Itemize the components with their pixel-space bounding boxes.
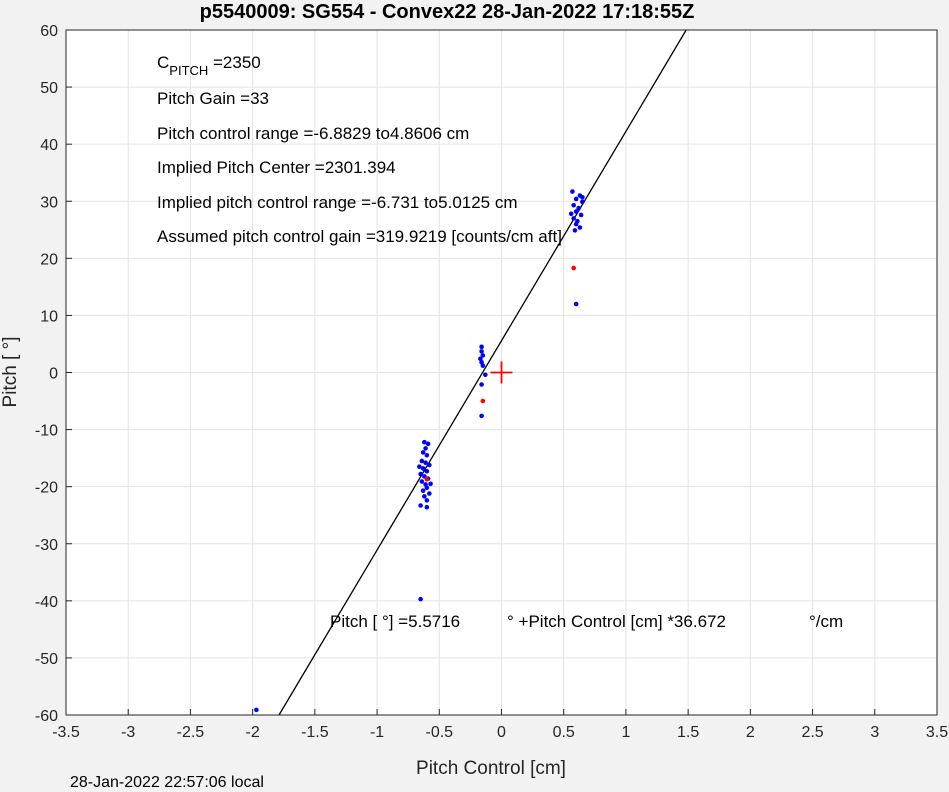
data-point bbox=[425, 441, 431, 447]
data-point bbox=[418, 503, 423, 508]
data-point bbox=[479, 382, 484, 387]
data-point bbox=[479, 413, 484, 419]
data-points bbox=[254, 189, 585, 713]
y-tick-label: 60 bbox=[40, 23, 58, 40]
data-point bbox=[576, 205, 581, 211]
y-tick-label: 10 bbox=[40, 308, 58, 325]
data-point bbox=[479, 344, 484, 350]
data-point bbox=[417, 464, 422, 469]
x-tick-label: 0.5 bbox=[553, 724, 575, 741]
data-point bbox=[427, 462, 432, 468]
y-tick-label: 0 bbox=[49, 366, 58, 383]
x-tick-label: 3.5 bbox=[926, 724, 948, 741]
implied-center-label: Implied Pitch Center =2301.394 bbox=[157, 158, 396, 177]
data-point bbox=[424, 452, 430, 458]
data-point bbox=[578, 212, 584, 218]
data-point bbox=[422, 494, 427, 499]
data-point bbox=[419, 458, 425, 464]
data-point bbox=[580, 199, 585, 205]
y-tick-label: -60 bbox=[35, 708, 58, 725]
data-point bbox=[423, 446, 428, 451]
data-point bbox=[424, 498, 430, 503]
x-tick-label: -0.5 bbox=[425, 724, 453, 741]
outlier-point bbox=[424, 476, 430, 482]
x-tick-label: -1.5 bbox=[301, 724, 329, 741]
y-tick-label: 50 bbox=[40, 80, 58, 97]
fit-equation-part1: Pitch [ °] =5.5716 bbox=[330, 612, 460, 631]
x-tick-label: 3 bbox=[870, 724, 879, 741]
pitch-gain-label: Pitch Gain =33 bbox=[157, 89, 269, 108]
x-tick-label: 2.5 bbox=[801, 724, 823, 741]
data-point bbox=[573, 196, 579, 202]
y-tick-label: -50 bbox=[35, 651, 58, 668]
x-ticks: -3.5 -3 -2.5 -2 -1.5 -1 -0.5 0 0.5 1 1.5 2 2.5 3 3.5 bbox=[52, 709, 948, 741]
x-tick-label: 0 bbox=[497, 724, 506, 741]
chart-title: p5540009: SG554 - Convex22 28-Jan-2022 1… bbox=[200, 1, 695, 23]
y-tick-label: -20 bbox=[35, 480, 58, 497]
x-axis-label: Pitch Control [cm] bbox=[416, 758, 566, 779]
data-point bbox=[571, 202, 576, 208]
c-pitch-label: CPITCH =2350 bbox=[157, 53, 261, 78]
data-point bbox=[428, 481, 433, 487]
data-point bbox=[572, 228, 578, 233]
data-point bbox=[573, 221, 579, 227]
data-point bbox=[427, 491, 432, 496]
fit-line bbox=[278, 29, 687, 716]
y-tick-label: -40 bbox=[35, 594, 58, 611]
data-point bbox=[570, 189, 575, 194]
data-point bbox=[480, 363, 486, 368]
data-point bbox=[424, 485, 430, 491]
local-timestamp: 28-Jan-2022 22:57:06 local bbox=[70, 774, 264, 791]
data-point bbox=[422, 439, 427, 445]
x-tick-label: -3 bbox=[121, 724, 135, 741]
outlier-point bbox=[480, 398, 486, 404]
outlier-point bbox=[571, 265, 576, 271]
data-point bbox=[420, 488, 426, 493]
assumed-gain-label: Assumed pitch control gain =319.9219 [co… bbox=[157, 227, 562, 246]
data-point bbox=[480, 353, 486, 358]
fit-line-segment bbox=[278, 29, 687, 716]
control-range-label: Pitch control range =-6.8829 to4.8606 cm bbox=[157, 124, 469, 143]
data-point bbox=[420, 450, 426, 455]
data-point bbox=[571, 216, 576, 221]
fit-equation-part3: °/cm bbox=[809, 612, 843, 631]
y-tick-label: 30 bbox=[40, 194, 58, 211]
x-tick-label: 1.5 bbox=[677, 724, 699, 741]
x-tick-label: 1 bbox=[621, 724, 630, 741]
x-tick-label: 2 bbox=[746, 724, 755, 741]
data-point bbox=[573, 301, 579, 307]
x-tick-label: -1 bbox=[370, 724, 384, 741]
data-point bbox=[483, 372, 488, 378]
data-point bbox=[580, 194, 585, 200]
y-ticks: 60 50 40 30 20 10 0 -10 -20 -30 -40 -50 -60 bbox=[35, 23, 72, 725]
x-tick-label: -2 bbox=[246, 724, 260, 741]
data-point bbox=[418, 596, 423, 602]
y-tick-label: -30 bbox=[35, 537, 58, 554]
center-marker bbox=[490, 361, 513, 384]
y-tick-label: 20 bbox=[40, 251, 58, 268]
data-point bbox=[577, 225, 583, 230]
y-tick-label: -10 bbox=[35, 423, 58, 440]
data-point bbox=[479, 349, 484, 354]
y-tick-label: 40 bbox=[40, 137, 58, 154]
data-point bbox=[420, 466, 426, 471]
fit-equation-part2: ° +Pitch Control [cm] *36.672 bbox=[507, 612, 726, 631]
implied-range-label: Implied pitch control range =-6.731 to5.… bbox=[157, 193, 518, 212]
data-point bbox=[424, 504, 430, 510]
data-point bbox=[419, 479, 425, 484]
data-point bbox=[423, 460, 428, 465]
data-point bbox=[424, 468, 430, 474]
data-point bbox=[573, 209, 579, 214]
data-point bbox=[254, 707, 259, 713]
data-point bbox=[568, 211, 574, 217]
x-tick-label: -2.5 bbox=[177, 724, 205, 741]
data-point bbox=[418, 471, 423, 477]
x-tick-label: -3.5 bbox=[52, 724, 80, 741]
y-axis-label: Pitch [ °] bbox=[0, 337, 21, 408]
